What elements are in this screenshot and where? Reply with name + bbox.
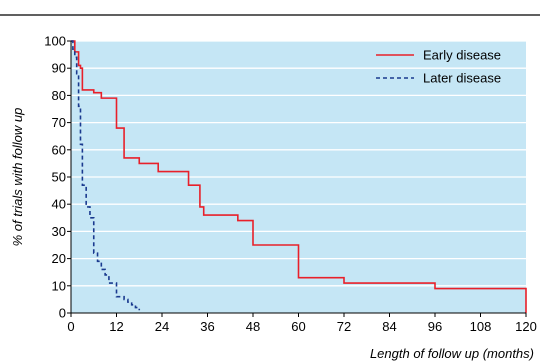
series-layer xyxy=(71,40,527,313)
y-tick-label: 100 xyxy=(44,34,66,49)
y-tick-label: 20 xyxy=(52,251,66,266)
x-tick-label: 48 xyxy=(246,319,260,334)
y-tick-label: 10 xyxy=(52,278,66,293)
x-tick-label: 120 xyxy=(515,319,537,334)
x-tick-label: 24 xyxy=(155,319,169,334)
x-tick-label: 60 xyxy=(291,319,305,334)
y-tick-label: 90 xyxy=(52,61,66,76)
x-axis-title: Length of follow up (months) xyxy=(370,346,534,361)
x-tick-label: 108 xyxy=(470,319,492,334)
x-tick-label: 96 xyxy=(428,319,442,334)
axes: 0 10 20 30 40 50 60 70 80 90 100 0 12 24 36 48 60 72 84 96 1… xyxy=(44,34,537,335)
legend-label-0: Early disease xyxy=(423,48,501,63)
x-tick-label: 0 xyxy=(67,319,74,334)
series-line-1 xyxy=(71,40,141,311)
x-tick-label: 36 xyxy=(200,319,214,334)
x-tick-label: 84 xyxy=(382,319,396,334)
y-tick-label: 30 xyxy=(52,224,66,239)
y-tick-label: 0 xyxy=(59,306,66,321)
y-tick-label: 80 xyxy=(52,88,66,103)
legend: Early disease Later disease xyxy=(376,48,501,86)
series-line-0 xyxy=(71,40,527,313)
y-tick-label: 70 xyxy=(52,115,66,130)
x-tick-label: 72 xyxy=(337,319,351,334)
x-tick-label: 12 xyxy=(109,319,123,334)
y-axis-title: % of trials with follow up xyxy=(10,108,25,247)
legend-label-1: Later disease xyxy=(423,71,501,86)
y-tick-label: 50 xyxy=(52,170,66,185)
y-tick-label: 40 xyxy=(52,197,66,212)
y-tick-label: 60 xyxy=(52,142,66,157)
